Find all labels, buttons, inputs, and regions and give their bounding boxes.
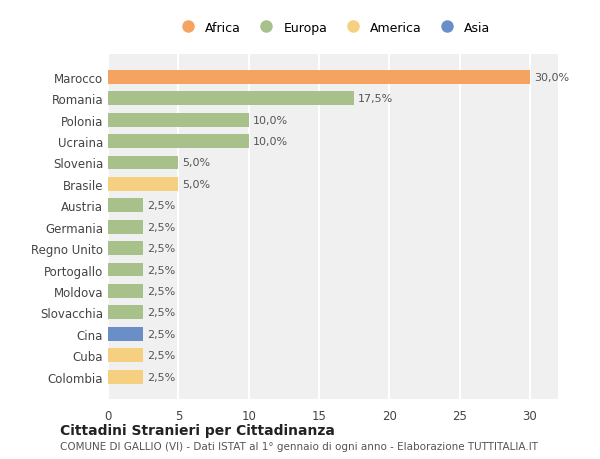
Bar xyxy=(108,263,143,277)
Bar xyxy=(108,199,143,213)
Text: Cittadini Stranieri per Cittadinanza: Cittadini Stranieri per Cittadinanza xyxy=(60,423,335,437)
Text: 10,0%: 10,0% xyxy=(253,115,288,125)
Text: 2,5%: 2,5% xyxy=(148,372,176,382)
Text: 2,5%: 2,5% xyxy=(148,265,176,275)
Text: 2,5%: 2,5% xyxy=(148,329,176,339)
Bar xyxy=(108,241,143,256)
Bar xyxy=(108,71,530,84)
Bar xyxy=(108,113,248,127)
Bar xyxy=(108,327,143,341)
Bar xyxy=(108,135,248,149)
Text: 5,0%: 5,0% xyxy=(182,179,211,190)
Bar xyxy=(108,306,143,319)
Text: 2,5%: 2,5% xyxy=(148,244,176,253)
Bar xyxy=(108,348,143,362)
Text: 2,5%: 2,5% xyxy=(148,222,176,232)
Text: 2,5%: 2,5% xyxy=(148,308,176,318)
Text: 10,0%: 10,0% xyxy=(253,137,288,147)
Legend: Africa, Europa, America, Asia: Africa, Europa, America, Asia xyxy=(170,17,496,39)
Text: 17,5%: 17,5% xyxy=(358,94,394,104)
Bar xyxy=(108,220,143,234)
Text: COMUNE DI GALLIO (VI) - Dati ISTAT al 1° gennaio di ogni anno - Elaborazione TUT: COMUNE DI GALLIO (VI) - Dati ISTAT al 1°… xyxy=(60,441,538,451)
Text: 30,0%: 30,0% xyxy=(534,73,569,83)
Text: 5,0%: 5,0% xyxy=(182,158,211,168)
Bar xyxy=(108,284,143,298)
Text: 2,5%: 2,5% xyxy=(148,350,176,360)
Bar xyxy=(108,178,178,191)
Bar xyxy=(108,92,354,106)
Text: 2,5%: 2,5% xyxy=(148,286,176,296)
Bar xyxy=(108,156,178,170)
Text: 2,5%: 2,5% xyxy=(148,201,176,211)
Bar xyxy=(108,370,143,384)
